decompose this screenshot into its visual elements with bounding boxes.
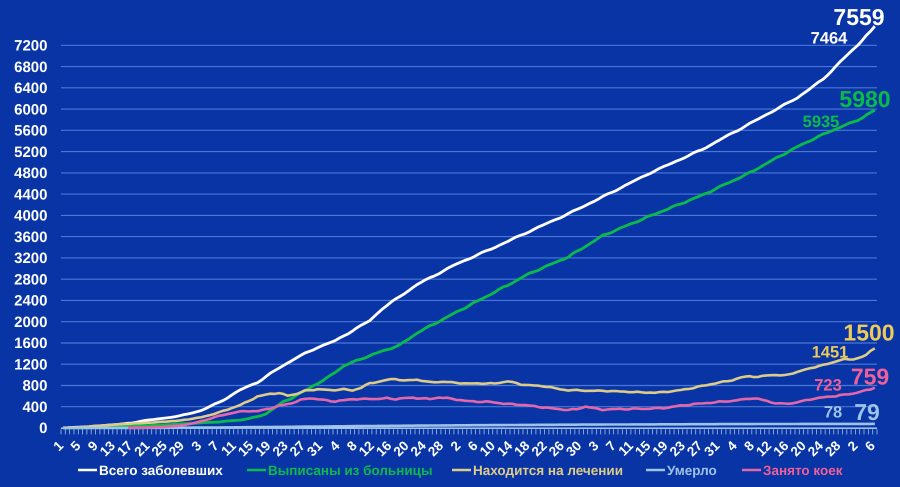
svg-text:1600: 1600 xyxy=(14,335,47,352)
svg-text:Занято коек: Занято коек xyxy=(763,463,843,478)
svg-text:6400: 6400 xyxy=(14,80,47,97)
svg-text:800: 800 xyxy=(22,378,47,395)
svg-text:5935: 5935 xyxy=(803,113,840,131)
svg-text:4800: 4800 xyxy=(14,165,47,182)
svg-text:7464: 7464 xyxy=(811,30,849,48)
svg-text:400: 400 xyxy=(22,399,47,416)
svg-text:2000: 2000 xyxy=(14,314,47,331)
svg-text:Всего заболевших: Всего заболевших xyxy=(99,463,223,478)
svg-text:2400: 2400 xyxy=(14,293,47,310)
svg-text:Умерло: Умерло xyxy=(667,463,717,478)
svg-text:78: 78 xyxy=(824,404,842,422)
svg-text:759: 759 xyxy=(851,364,889,390)
svg-text:2800: 2800 xyxy=(14,271,47,288)
svg-text:1200: 1200 xyxy=(14,356,47,373)
svg-text:79: 79 xyxy=(854,399,880,425)
svg-text:5980: 5980 xyxy=(839,86,890,112)
svg-text:0: 0 xyxy=(39,420,47,437)
svg-text:1500: 1500 xyxy=(843,320,894,346)
svg-text:4000: 4000 xyxy=(14,208,47,225)
svg-text:3600: 3600 xyxy=(14,229,47,246)
svg-text:5200: 5200 xyxy=(14,144,47,161)
svg-text:1451: 1451 xyxy=(812,344,849,362)
svg-text:7200: 7200 xyxy=(14,38,47,55)
svg-text:5600: 5600 xyxy=(14,123,47,140)
svg-text:Находится на лечении: Находится на лечении xyxy=(473,463,623,478)
svg-text:7559: 7559 xyxy=(833,4,884,30)
svg-text:6800: 6800 xyxy=(14,59,47,76)
svg-text:4400: 4400 xyxy=(14,186,47,203)
svg-text:3200: 3200 xyxy=(14,250,47,267)
svg-text:Выписаны из больницы: Выписаны из больницы xyxy=(268,463,433,478)
svg-text:723: 723 xyxy=(814,377,842,395)
svg-text:6000: 6000 xyxy=(14,101,47,118)
